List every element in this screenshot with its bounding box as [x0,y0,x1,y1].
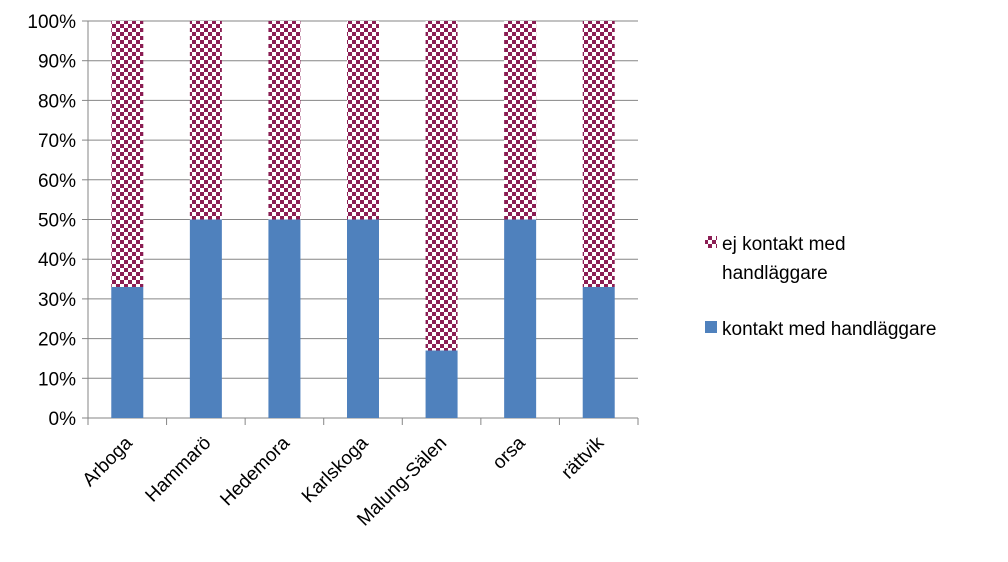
bar-segment-kontakt [347,219,379,418]
legend-label: handläggare [722,263,828,284]
y-tick-labels: 0% 10% 20% 30% 40% 50% 60% 70% 80% 90% 100% [27,12,76,430]
legend-swatch [705,321,717,333]
legend-label: ej kontakt med [722,234,846,255]
y-tick-label: 80% [38,91,76,112]
y-tick-label: 30% [38,290,76,311]
bar-segment-ej-kontakt [268,21,301,220]
legend-label: kontakt med handläggare [722,319,936,340]
x-tick-labels: Arboga Hammarö Hedemora KarlskogaMalung-Säl… [79,432,609,530]
bar-segment-kontakt [504,219,537,418]
bar-segment-kontakt [582,286,615,418]
bar-segment-kontakt [425,350,458,418]
bar-segment-kontakt [189,219,222,418]
x-tick-label: Arboga [79,432,137,490]
y-tick-label: 20% [38,330,76,351]
bar-segment-ej-kontakt [189,21,222,220]
bar-segment-ej-kontakt [425,21,458,351]
bar-segment-ej-kontakt [347,21,379,220]
x-tick-label: Hedemora [216,432,294,510]
legend-swatch [705,236,717,248]
bar-segment-kontakt [111,286,144,418]
x-tick-label: rättvik [558,432,609,483]
y-tick-label: 100% [27,12,76,33]
bar-segment-ej-kontakt [582,21,615,287]
axes [82,20,639,425]
y-tick-label: 0% [49,409,77,430]
y-tick-label: 60% [38,171,76,192]
y-tick-label: 70% [38,131,76,152]
bar-segment-ej-kontakt [111,21,144,287]
x-tick-label: Hammarö [142,433,216,507]
y-tick-label: 40% [38,250,76,271]
bars [111,21,615,418]
x-tick-label: orsa [489,432,530,473]
bar-segment-ej-kontakt [504,21,537,220]
bar-segment-kontakt [268,219,301,418]
legend: ej kontakt med handläggare kontakt med han… [705,234,936,340]
x-tick-label: Karlskoga [298,432,373,507]
y-tick-label: 50% [38,211,76,232]
y-tick-label: 90% [38,52,76,73]
y-tick-label: 10% [38,369,76,390]
